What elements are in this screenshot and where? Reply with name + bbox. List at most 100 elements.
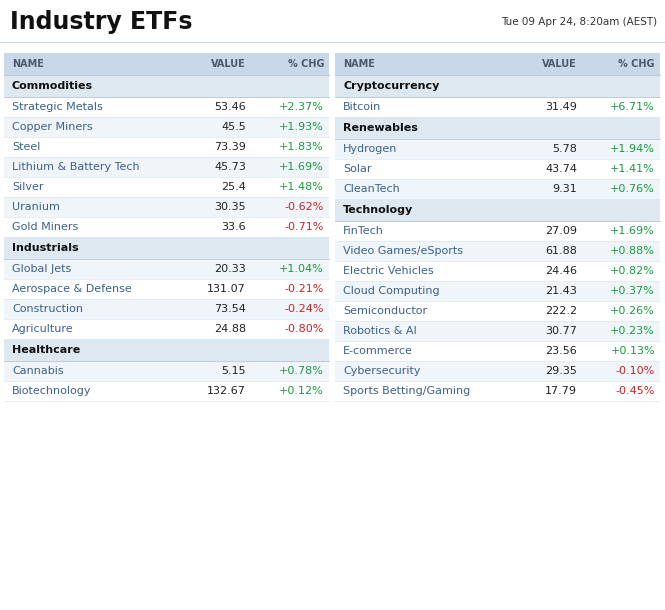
Text: -0.10%: -0.10% xyxy=(616,366,655,376)
Bar xyxy=(335,241,660,261)
Text: +0.88%: +0.88% xyxy=(610,246,655,256)
Text: +0.37%: +0.37% xyxy=(610,286,655,296)
Text: 21.43: 21.43 xyxy=(545,286,577,296)
Bar xyxy=(335,139,660,159)
Bar xyxy=(335,159,660,179)
Text: Cannabis: Cannabis xyxy=(12,366,64,376)
Text: NAME: NAME xyxy=(12,59,44,69)
Bar xyxy=(335,281,660,301)
Text: Healthcare: Healthcare xyxy=(12,345,80,355)
Bar xyxy=(4,97,329,117)
Bar xyxy=(335,75,660,97)
Bar xyxy=(4,259,329,279)
Text: 33.6: 33.6 xyxy=(221,222,246,232)
Text: +0.12%: +0.12% xyxy=(279,386,324,396)
Text: 73.54: 73.54 xyxy=(214,304,246,314)
Text: NAME: NAME xyxy=(343,59,375,69)
Text: Cybersecurity: Cybersecurity xyxy=(343,366,420,376)
Bar xyxy=(335,221,660,241)
Text: Lithium & Battery Tech: Lithium & Battery Tech xyxy=(12,162,140,172)
Bar xyxy=(4,117,329,137)
Text: Bitcoin: Bitcoin xyxy=(343,102,381,112)
Bar xyxy=(4,361,329,381)
Bar xyxy=(335,97,660,117)
Text: +0.23%: +0.23% xyxy=(610,326,655,336)
Bar xyxy=(335,53,660,75)
Text: +1.04%: +1.04% xyxy=(279,264,324,274)
Text: +1.69%: +1.69% xyxy=(610,226,655,236)
Text: 24.46: 24.46 xyxy=(545,266,577,276)
Text: 5.78: 5.78 xyxy=(552,144,577,154)
Text: Copper Miners: Copper Miners xyxy=(12,122,92,132)
Text: 9.31: 9.31 xyxy=(552,184,577,194)
Bar xyxy=(4,53,329,75)
Text: Uranium: Uranium xyxy=(12,202,60,212)
Bar xyxy=(335,321,660,341)
Text: +0.78%: +0.78% xyxy=(279,366,324,376)
Text: 5.15: 5.15 xyxy=(221,366,246,376)
Text: 30.77: 30.77 xyxy=(545,326,577,336)
Text: 53.46: 53.46 xyxy=(214,102,246,112)
Bar xyxy=(335,117,660,139)
Text: Strategic Metals: Strategic Metals xyxy=(12,102,103,112)
Text: Aerospace & Defense: Aerospace & Defense xyxy=(12,284,132,294)
Bar xyxy=(335,179,660,199)
Bar xyxy=(4,381,329,401)
Text: Industry ETFs: Industry ETFs xyxy=(10,10,192,34)
Bar xyxy=(4,237,329,259)
Bar xyxy=(335,341,660,361)
Text: +6.71%: +6.71% xyxy=(610,102,655,112)
Text: 31.49: 31.49 xyxy=(545,102,577,112)
Text: +0.82%: +0.82% xyxy=(610,266,655,276)
Text: Cryptocurrency: Cryptocurrency xyxy=(343,81,440,91)
Text: 131.07: 131.07 xyxy=(207,284,246,294)
Text: 61.88: 61.88 xyxy=(545,246,577,256)
Text: Global Jets: Global Jets xyxy=(12,264,71,274)
Text: 29.35: 29.35 xyxy=(545,366,577,376)
Bar xyxy=(335,381,660,401)
Text: 222.2: 222.2 xyxy=(545,306,577,316)
Bar xyxy=(4,217,329,237)
Text: -0.71%: -0.71% xyxy=(285,222,324,232)
Bar xyxy=(335,261,660,281)
Text: 25.4: 25.4 xyxy=(221,182,246,192)
Text: 24.88: 24.88 xyxy=(214,324,246,334)
Text: 23.56: 23.56 xyxy=(545,346,577,356)
Text: 73.39: 73.39 xyxy=(214,142,246,152)
Text: Agriculture: Agriculture xyxy=(12,324,74,334)
Text: +2.37%: +2.37% xyxy=(279,102,324,112)
Bar xyxy=(4,177,329,197)
Text: Industrials: Industrials xyxy=(12,243,78,253)
Bar xyxy=(335,301,660,321)
Text: 43.74: 43.74 xyxy=(545,164,577,174)
Text: Silver: Silver xyxy=(12,182,43,192)
Text: Electric Vehicles: Electric Vehicles xyxy=(343,266,434,276)
Text: 27.09: 27.09 xyxy=(545,226,577,236)
Text: 30.35: 30.35 xyxy=(214,202,246,212)
Text: Robotics & AI: Robotics & AI xyxy=(343,326,417,336)
Text: Commodities: Commodities xyxy=(12,81,93,91)
Bar xyxy=(4,157,329,177)
Text: 132.67: 132.67 xyxy=(207,386,246,396)
Text: +1.83%: +1.83% xyxy=(279,142,324,152)
Text: VALUE: VALUE xyxy=(542,59,577,69)
Text: +1.93%: +1.93% xyxy=(279,122,324,132)
Text: -0.24%: -0.24% xyxy=(285,304,324,314)
Text: CleanTech: CleanTech xyxy=(343,184,400,194)
Text: Semiconductor: Semiconductor xyxy=(343,306,427,316)
Text: 20.33: 20.33 xyxy=(214,264,246,274)
Text: -0.80%: -0.80% xyxy=(285,324,324,334)
Bar xyxy=(4,319,329,339)
Text: VALUE: VALUE xyxy=(211,59,246,69)
Bar xyxy=(335,199,660,221)
Text: Construction: Construction xyxy=(12,304,83,314)
Bar xyxy=(335,361,660,381)
Text: Steel: Steel xyxy=(12,142,41,152)
Text: -0.45%: -0.45% xyxy=(616,386,655,396)
Text: +1.94%: +1.94% xyxy=(610,144,655,154)
Text: -0.62%: -0.62% xyxy=(285,202,324,212)
Text: Sports Betting/Gaming: Sports Betting/Gaming xyxy=(343,386,470,396)
Text: Gold Miners: Gold Miners xyxy=(12,222,78,232)
Bar xyxy=(4,197,329,217)
Text: % CHG: % CHG xyxy=(287,59,324,69)
